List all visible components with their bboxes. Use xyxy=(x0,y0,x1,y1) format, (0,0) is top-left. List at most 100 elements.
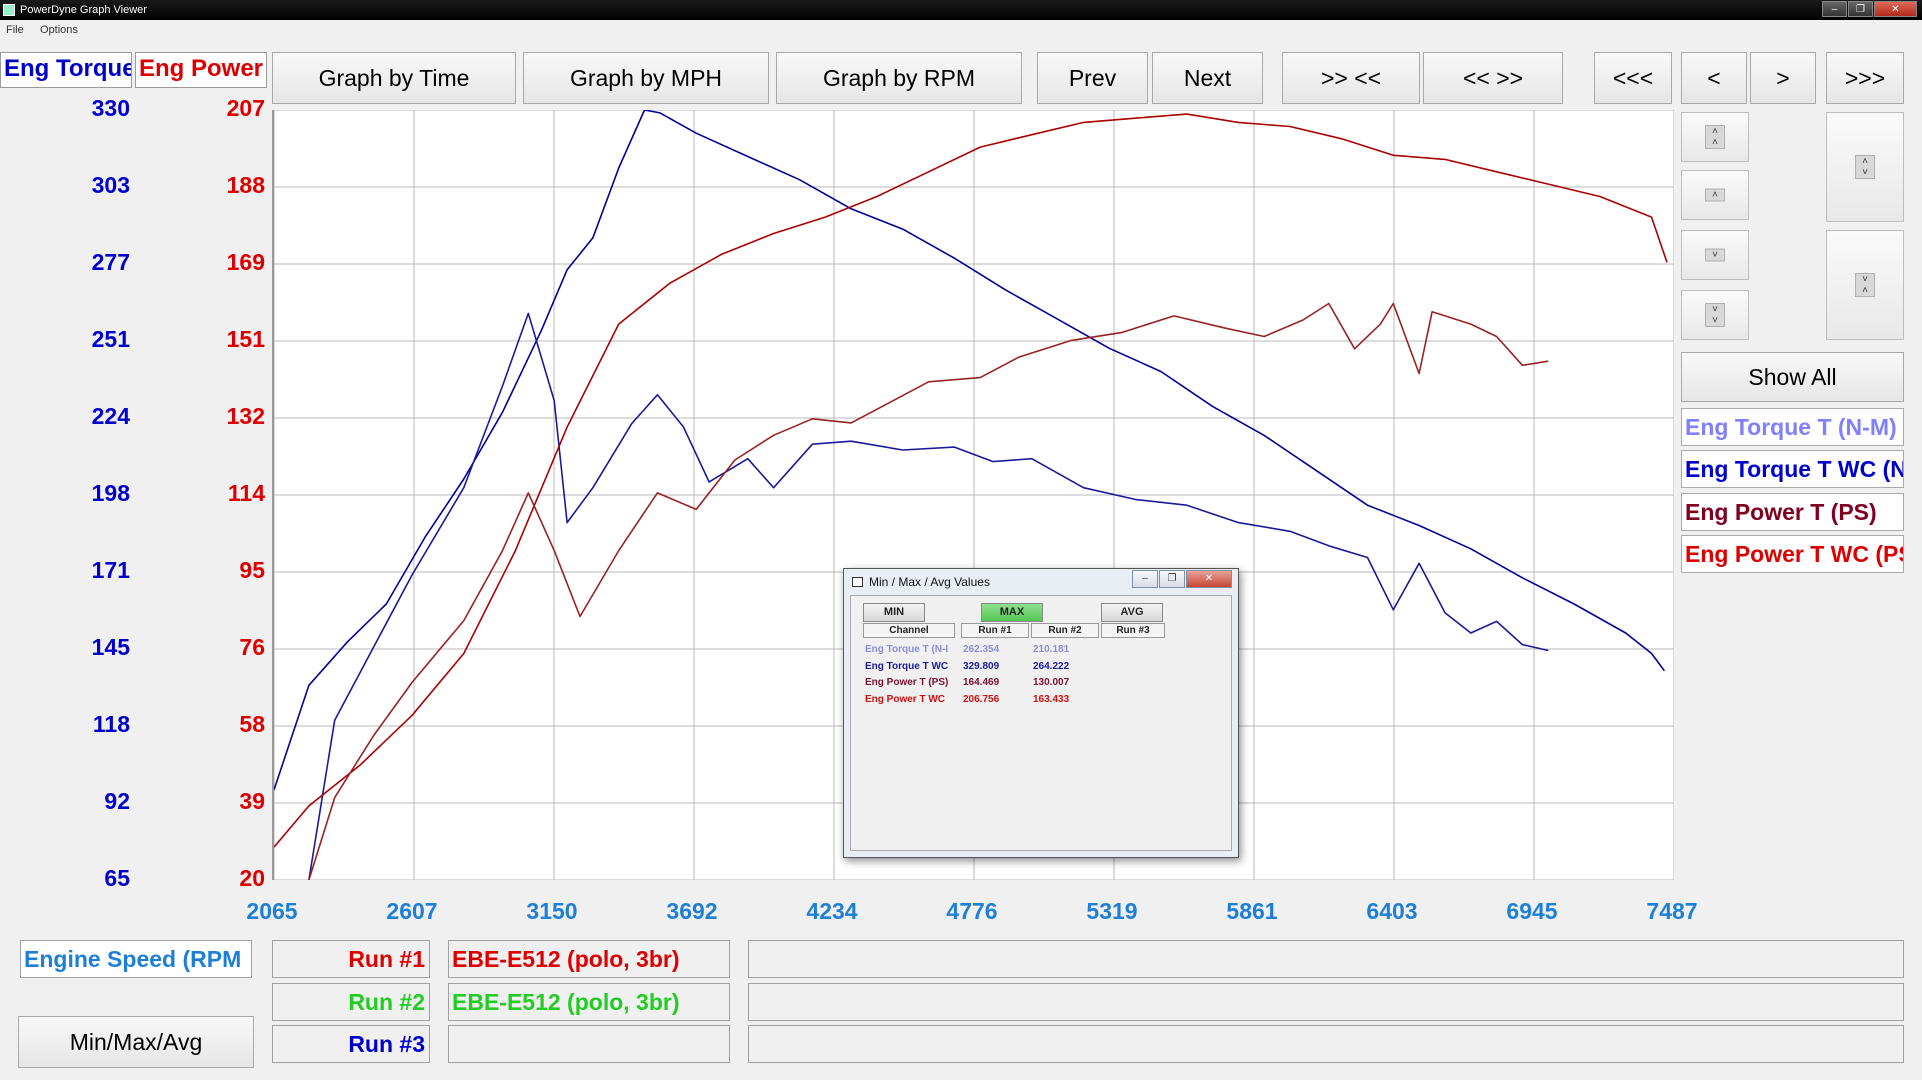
maximize-icon[interactable]: ❐ xyxy=(1848,1,1873,17)
window-title: PowerDyne Graph Viewer xyxy=(20,4,147,16)
graph-by-rpm-button[interactable]: Graph by RPM xyxy=(776,52,1022,104)
torque-tick: 145 xyxy=(91,634,130,660)
column-header: Run #1 xyxy=(961,623,1029,638)
dialog-close-icon[interactable]: ✕ xyxy=(1186,570,1232,588)
torque-axis-header[interactable]: Eng Torque xyxy=(0,52,132,88)
run2-label: Run #2 xyxy=(272,983,430,1021)
graph-by-time-button[interactable]: Graph by Time xyxy=(272,52,516,104)
legend-eng-torque-t-wc[interactable]: Eng Torque T WC (N-M) xyxy=(1681,450,1904,488)
min-max-avg-button[interactable]: Min/Max/Avg xyxy=(18,1016,254,1068)
x-tick: 3692 xyxy=(666,898,718,924)
zoom-out-button[interactable]: << >> xyxy=(1423,52,1563,104)
x-tick: 2065 xyxy=(246,898,298,924)
column-header: Run #3 xyxy=(1101,623,1165,638)
chevron-up-icon: ˄ xyxy=(1705,188,1725,202)
menu-options[interactable]: Options xyxy=(40,24,78,36)
run1-label: Run #1 xyxy=(272,940,430,978)
torque-tick: 198 xyxy=(91,480,130,506)
dialog-row-channel: Eng Power T WC xyxy=(865,693,945,705)
next-button[interactable]: Next xyxy=(1152,52,1263,104)
dialog-row-value: 163.433 xyxy=(1033,693,1070,705)
torque-tick: 92 xyxy=(104,788,130,814)
torque-tick: 251 xyxy=(91,326,130,352)
legend-eng-power-t-wc[interactable]: Eng Power T WC (PS) xyxy=(1681,535,1904,573)
power-tick: 76 xyxy=(239,634,265,660)
scroll-up-page-button[interactable]: ˄ ˄ xyxy=(1681,112,1749,162)
max-tab-button[interactable]: MAX xyxy=(981,603,1043,622)
power-axis-header[interactable]: Eng Power xyxy=(135,52,267,88)
power-tick: 114 xyxy=(227,480,265,506)
prev-button[interactable]: Prev xyxy=(1037,52,1148,104)
legend-eng-power-t[interactable]: Eng Power T (PS) xyxy=(1681,493,1904,531)
scroll-first-button[interactable]: <<< xyxy=(1594,52,1672,104)
scroll-last-button[interactable]: >>> xyxy=(1826,52,1904,104)
menu-file[interactable]: File xyxy=(6,24,24,36)
run1-name-field[interactable]: EBE-E512 (polo, 3br) xyxy=(448,940,730,978)
app-icon xyxy=(3,4,15,16)
minimize-icon[interactable]: – xyxy=(1822,1,1847,17)
expand-scale-button[interactable]: ˄ ˅ xyxy=(1826,112,1904,222)
min-max-avg-dialog[interactable]: Min / Max / Avg Values – ❐ ✕ MIN MAX AVG… xyxy=(843,568,1239,858)
dialog-row-value: 262.354 xyxy=(963,644,1000,655)
power-tick: 58 xyxy=(239,711,265,737)
torque-tick: 171 xyxy=(91,557,130,583)
show-all-button[interactable]: Show All xyxy=(1681,352,1904,402)
double-chevron-up-icon: ˄ ˄ xyxy=(1705,125,1725,149)
scroll-back-button[interactable]: < xyxy=(1681,52,1747,104)
series-line-eng-power-t-wc xyxy=(273,113,1668,848)
title-bar: PowerDyne Graph Viewer – ❐ ✕ xyxy=(0,0,1922,20)
dialog-row-value: 130.007 xyxy=(1033,677,1070,688)
power-tick: 20 xyxy=(239,865,265,891)
graph-by-mph-button[interactable]: Graph by MPH xyxy=(523,52,769,104)
dialog-minimize-icon[interactable]: – xyxy=(1132,570,1158,588)
dialog-title: Min / Max / Avg Values xyxy=(869,575,990,589)
close-icon[interactable]: ✕ xyxy=(1874,1,1917,17)
power-tick: 132 xyxy=(226,403,265,429)
x-tick: 4234 xyxy=(806,898,858,924)
compress-scale-button[interactable]: ˅ ˄ xyxy=(1826,230,1904,340)
dialog-maximize-icon[interactable]: ❐ xyxy=(1159,570,1185,588)
legend-eng-torque-t[interactable]: Eng Torque T (N-M) xyxy=(1681,408,1904,446)
min-tab-button[interactable]: MIN xyxy=(863,603,925,622)
scroll-forward-button[interactable]: > xyxy=(1750,52,1816,104)
dialog-row-value: 264.222 xyxy=(1033,660,1070,672)
x-tick: 5319 xyxy=(1086,898,1138,924)
dialog-body: MIN MAX AVG Channel Run #1 Run #2 Run #3… xyxy=(850,595,1232,851)
torque-tick: 330 xyxy=(91,95,130,121)
power-tick: 39 xyxy=(239,788,265,814)
x-tick: 6945 xyxy=(1506,898,1558,924)
dialog-row-value: 206.756 xyxy=(963,693,1000,705)
dialog-window-icon xyxy=(852,577,863,587)
run3-name-field[interactable] xyxy=(448,1025,730,1063)
dialog-row-channel: Eng Torque T WC xyxy=(865,660,949,672)
torque-tick: 277 xyxy=(91,249,130,275)
power-tick: 95 xyxy=(239,557,265,583)
compress-icon: ˅ ˄ xyxy=(1855,273,1875,297)
menu-bar: File Options xyxy=(0,20,1922,40)
scroll-up-button[interactable]: ˄ xyxy=(1681,170,1749,220)
torque-tick: 65 xyxy=(104,865,130,891)
run2-name-field[interactable]: EBE-E512 (polo, 3br) xyxy=(448,983,730,1021)
avg-tab-button[interactable]: AVG xyxy=(1101,603,1163,622)
chart-canvas[interactable] xyxy=(273,109,1675,881)
x-channel-selector[interactable]: Engine Speed (RPM xyxy=(20,940,252,978)
dialog-row-value: 210.181 xyxy=(1033,644,1070,655)
double-chevron-down-icon: ˅ ˅ xyxy=(1705,303,1725,327)
dialog-row-channel: Eng Torque T (N-I xyxy=(865,644,949,655)
column-header: Channel xyxy=(863,623,955,638)
x-tick: 4776 xyxy=(946,898,998,924)
power-tick: 151 xyxy=(226,326,265,352)
zoom-in-button[interactable]: >> << xyxy=(1282,52,1420,104)
run3-notes-field[interactable] xyxy=(748,1025,1904,1063)
scroll-down-button[interactable]: ˅ xyxy=(1681,230,1749,280)
chevron-down-icon: ˅ xyxy=(1705,248,1725,262)
torque-tick: 303 xyxy=(91,172,130,198)
series-line-eng-power-t-ps- xyxy=(308,302,1549,881)
run1-notes-field[interactable] xyxy=(748,940,1904,978)
run2-notes-field[interactable] xyxy=(748,983,1904,1021)
dialog-row-value: 329.809 xyxy=(963,660,1000,672)
x-tick: 7487 xyxy=(1646,898,1698,924)
power-tick: 207 xyxy=(226,95,265,121)
scroll-down-page-button[interactable]: ˅ ˅ xyxy=(1681,290,1749,340)
torque-tick: 224 xyxy=(91,403,130,429)
